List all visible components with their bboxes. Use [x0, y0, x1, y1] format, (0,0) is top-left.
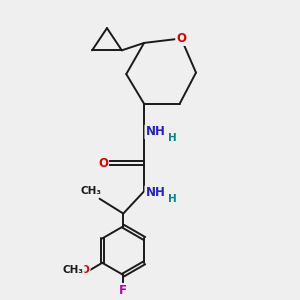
- Text: O: O: [176, 32, 186, 45]
- Text: methoxy: methoxy: [70, 268, 76, 269]
- Text: NH: NH: [146, 125, 165, 138]
- Text: CH₃: CH₃: [63, 265, 84, 275]
- Text: F: F: [119, 284, 127, 297]
- Text: NH: NH: [146, 186, 165, 199]
- Text: CH₃: CH₃: [81, 186, 102, 196]
- Text: H: H: [168, 133, 177, 143]
- Text: O: O: [98, 157, 108, 169]
- Text: H: H: [168, 194, 177, 204]
- Text: O: O: [81, 265, 90, 275]
